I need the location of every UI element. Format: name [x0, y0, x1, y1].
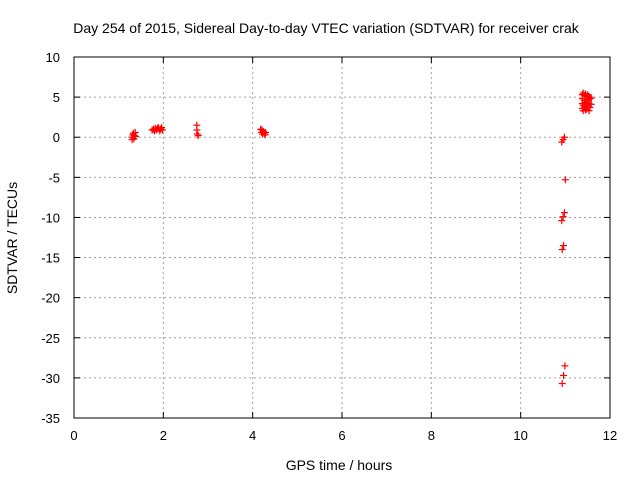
data-point [132, 132, 140, 140]
y-tick-label: 5 [53, 90, 60, 105]
data-point [130, 132, 138, 140]
data-point [586, 104, 594, 112]
y-tick-label: -20 [41, 291, 60, 306]
data-point [559, 213, 567, 221]
x-tick-label: 12 [603, 428, 617, 443]
data-point [561, 176, 569, 184]
x-tick-label: 0 [70, 428, 77, 443]
y-tick-label: 0 [53, 130, 60, 145]
data-point [587, 100, 595, 108]
data-point [193, 130, 201, 138]
data-point [581, 106, 589, 114]
x-tick-label: 10 [513, 428, 527, 443]
data-point [560, 371, 568, 379]
data-point [194, 132, 202, 140]
data-point [158, 126, 166, 134]
axis-ticks: 0 2 4 6 8 10 12 10 5 0 -5 -10 -15 -20 -25 -30 -35 [41, 50, 617, 443]
x-tick-label: 4 [249, 428, 256, 443]
data-point [558, 380, 566, 388]
data-point [587, 94, 595, 102]
y-tick-label: -35 [41, 411, 60, 426]
y-tick-label: -25 [41, 331, 60, 346]
data-point [560, 133, 568, 141]
x-axis-label: GPS time / hours [286, 457, 393, 473]
y-tick-label: -10 [41, 210, 60, 225]
y-axis-label: SDTVAR / TECUs [4, 182, 20, 294]
data-point [586, 95, 594, 103]
data-point [260, 129, 268, 137]
data-point [262, 128, 270, 136]
grid [74, 57, 610, 418]
data-point [585, 107, 593, 115]
x-tick-label: 2 [160, 428, 167, 443]
y-tick-label: -15 [41, 251, 60, 266]
y-tick-label: -30 [41, 371, 60, 386]
y-tick-label: -5 [48, 170, 60, 185]
x-tick-label: 6 [338, 428, 345, 443]
x-tick-label: 8 [428, 428, 435, 443]
data-point [561, 362, 569, 370]
data-point [558, 217, 566, 225]
data-point [558, 246, 566, 254]
data-point [560, 209, 568, 217]
data-points [128, 89, 595, 388]
y-tick-label: 10 [46, 50, 60, 65]
chart-title: Day 254 of 2015, Sidereal Day-to-day VTE… [73, 20, 579, 36]
data-point [560, 242, 568, 250]
